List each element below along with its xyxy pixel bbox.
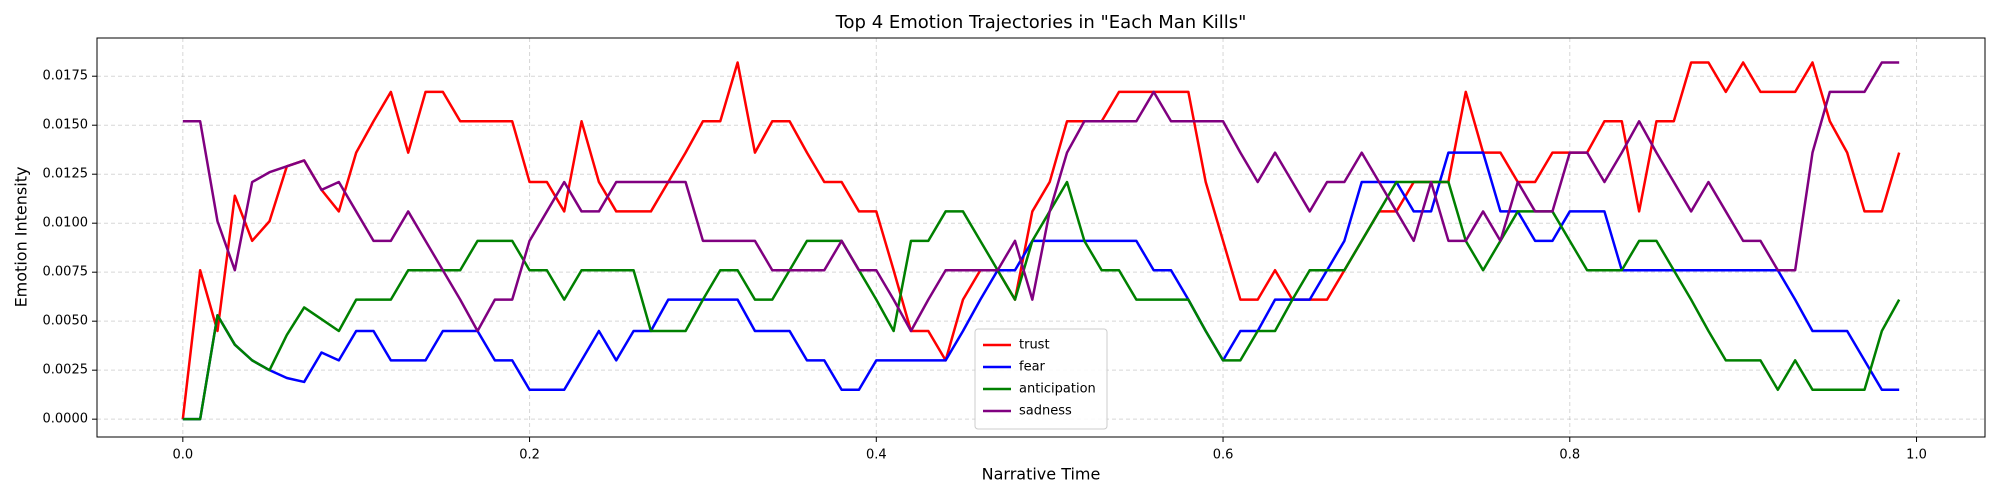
x-tick-label: 1.0 xyxy=(1906,448,1927,463)
legend-label: sadness xyxy=(1019,404,1072,419)
series-line xyxy=(182,180,1901,421)
x-tick-label: 0.8 xyxy=(1559,448,1580,463)
legend: trust fear anticipation sadness xyxy=(974,328,1108,430)
legend-box xyxy=(974,328,1108,430)
x-tick-label: 0.4 xyxy=(866,448,887,463)
chart-title: Top 4 Emotion Trajectories in "Each Man … xyxy=(835,12,1247,33)
x-axis-label: Narrative Time xyxy=(982,465,1101,484)
y-tick-label: 0.0000 xyxy=(43,412,89,427)
y-tick-label: 0.0150 xyxy=(43,118,89,133)
series-line xyxy=(182,61,1900,333)
legend-label: trust xyxy=(1019,338,1050,353)
x-tick-label: 0.2 xyxy=(519,448,540,463)
series-line xyxy=(181,61,1901,420)
x-tick-label: 0.6 xyxy=(1213,448,1234,463)
x-tick-label: 0.0 xyxy=(172,448,193,463)
plot-frame xyxy=(96,37,1986,438)
y-tick-label: 0.0050 xyxy=(43,314,89,329)
y-tick-label: 0.0075 xyxy=(43,265,89,280)
legend-label: fear xyxy=(1019,360,1046,375)
y-tick-label: 0.0125 xyxy=(43,167,89,182)
y-tick-label: 0.0025 xyxy=(43,363,89,378)
y-tick-label: 0.0100 xyxy=(43,216,89,231)
y-axis-label: Emotion Intensity xyxy=(12,167,31,308)
legend-label: anticipation xyxy=(1019,382,1096,397)
y-tick-label: 0.0175 xyxy=(43,69,89,84)
series-line xyxy=(182,151,1900,421)
